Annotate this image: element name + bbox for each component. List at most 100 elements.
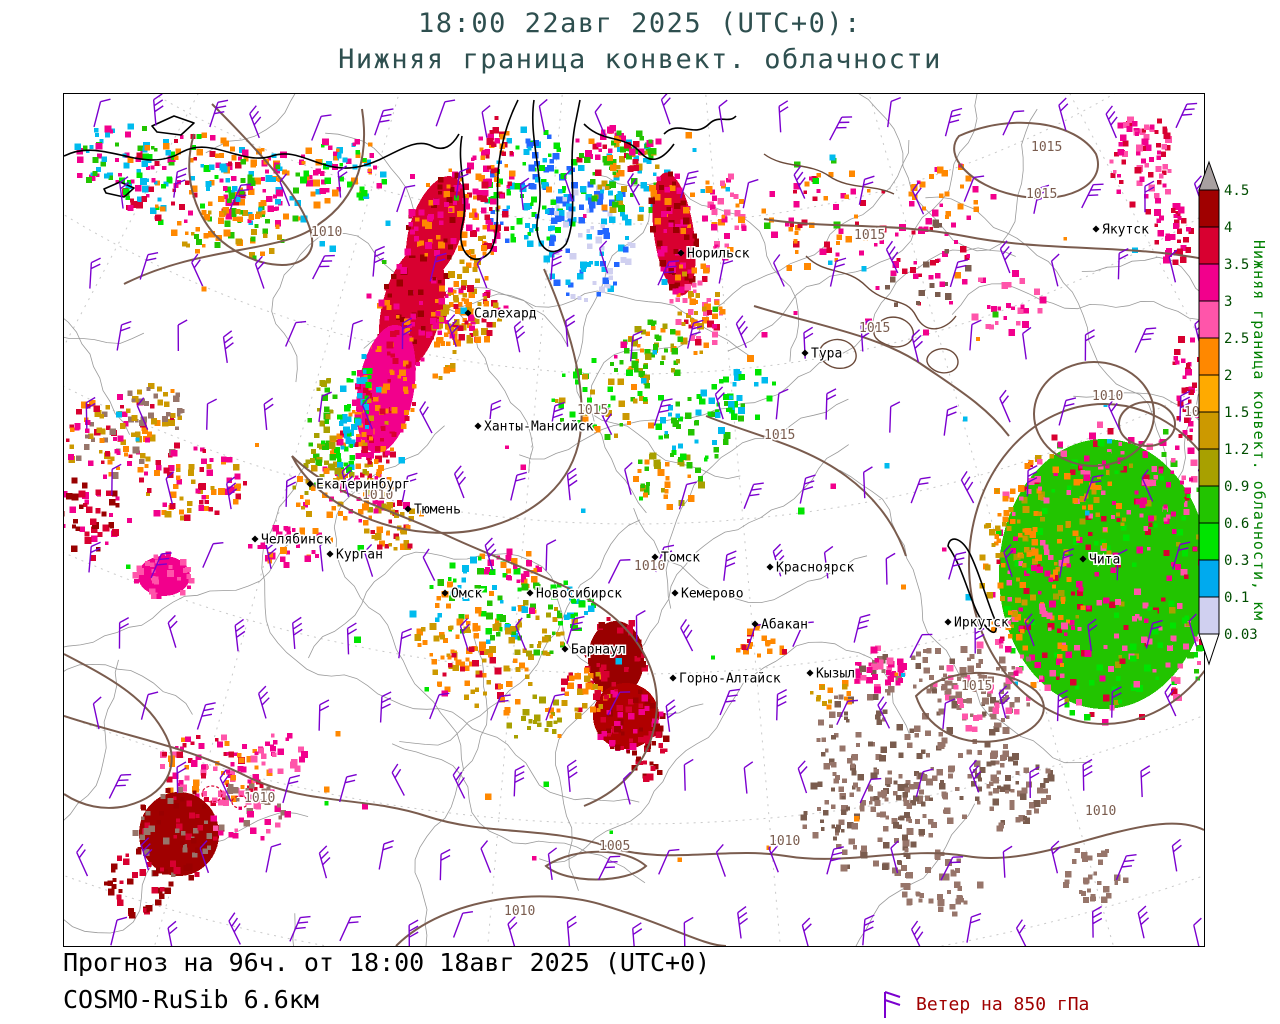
wind-barb (653, 398, 673, 426)
cloud-field-layer (64, 115, 1204, 919)
wind-barb (862, 914, 875, 946)
wind-barb (825, 388, 837, 420)
city-label: Абакан (761, 618, 808, 633)
wind-barb (346, 622, 357, 655)
wind-barb (318, 845, 331, 879)
wind-barb (718, 99, 728, 133)
city-label: Томск (661, 551, 700, 566)
wind-barb (599, 402, 613, 436)
wind-barb (408, 919, 419, 946)
wind-barb (998, 685, 1011, 719)
city-label: Омск (451, 587, 482, 602)
wind-barb (909, 633, 933, 659)
wind-barb (657, 260, 680, 286)
wind-barb (1137, 905, 1150, 939)
wind-barb (1105, 105, 1118, 139)
city-marker (677, 249, 685, 257)
wind-barb (312, 254, 335, 280)
isobar-label: 1010 (244, 791, 275, 806)
wind-barb (219, 769, 232, 802)
wind-barb (1022, 326, 1032, 360)
colorbar-svg: 4.5 4 3.5 3 2.5 2 1.5 1.2 0.9 0.6 0.3 0.1 0.03 (1198, 160, 1258, 666)
wind-barb (715, 843, 726, 877)
wind-barb (311, 114, 332, 141)
wind-barb (108, 773, 132, 799)
admin-borders-layer (64, 94, 1204, 946)
wind-barb (889, 401, 901, 433)
wind-barb (680, 170, 699, 199)
wind-barb (792, 621, 814, 647)
wind-barb (1111, 686, 1122, 718)
wind-barb (401, 472, 418, 502)
wind-barb (566, 915, 577, 946)
wind-barb (140, 837, 153, 871)
wind-barb (429, 692, 450, 720)
wind-barb (318, 391, 332, 422)
wind-barb (191, 253, 204, 287)
city-label: Красноярск (776, 561, 854, 576)
wind-barb (942, 698, 956, 730)
colorbar: 4.5 4 3.5 3 2.5 2 1.5 1.2 0.9 0.6 0.3 0.1 0.03 (1197, 160, 1267, 680)
wind-barb (202, 542, 224, 568)
wind-barb (510, 471, 528, 501)
wind-barb (1015, 919, 1029, 946)
wind-barb (92, 696, 102, 730)
map-title: 18:00 22авг 2025 (UTC+0): Нижняя граница… (0, 6, 1280, 78)
title-datetime: 18:00 22авг 2025 (UTC+0): (418, 8, 862, 39)
wind-barb (566, 615, 585, 644)
wind-barb (1116, 548, 1128, 581)
wind-barb (960, 471, 975, 504)
wind-barb (719, 688, 740, 716)
wind-barb (507, 916, 518, 946)
wind-barb (206, 398, 218, 430)
wind-barb (398, 628, 413, 659)
wind-barb (1029, 766, 1040, 799)
wind-barb (263, 397, 274, 431)
wind-barb (550, 249, 563, 281)
wind-barb (318, 699, 330, 731)
wind-barb (265, 843, 282, 873)
wind-barb (363, 543, 374, 577)
city-marker (441, 589, 449, 597)
wind-barb (1171, 838, 1182, 872)
wind-barb (234, 618, 246, 652)
wind-barb (686, 319, 704, 349)
wind-barb (969, 319, 982, 351)
colorbar-tick: 2.5 (1224, 331, 1249, 347)
wind-barb (285, 320, 307, 347)
wind-barb (826, 846, 844, 875)
wind-barb (140, 691, 159, 720)
wind-barb (566, 759, 578, 792)
colorbar-tick: 0.3 (1224, 553, 1249, 569)
wind-barb (565, 314, 576, 347)
wind-barb (1091, 905, 1103, 938)
wind-barb (563, 168, 574, 202)
wind-barb (225, 476, 238, 510)
wind-barb (829, 257, 847, 287)
isobar-label: 1010 (1092, 389, 1123, 404)
wind-barb (1087, 618, 1098, 652)
wind-barb (1179, 390, 1191, 422)
wind-barb (165, 471, 175, 505)
isobar-label: 1010 (504, 904, 535, 919)
wind-barb (860, 319, 871, 352)
wind-barb (778, 100, 789, 133)
wind-barb (1168, 249, 1178, 283)
city-marker (944, 618, 952, 626)
wind-barb (119, 176, 130, 209)
wind-barb (1058, 397, 1077, 426)
wind-barb (1144, 180, 1155, 213)
wind-barb (110, 916, 128, 946)
wind-barb (490, 694, 511, 721)
city-label: Иркутск (954, 616, 1009, 631)
wind-barb (1115, 854, 1137, 881)
wind-barb (632, 922, 643, 946)
wind-barb (209, 99, 229, 128)
wind-barb (655, 544, 675, 573)
colorbar-title: Нижняя граница конвект. облачности, км (1250, 240, 1268, 622)
wind-barb (476, 255, 488, 289)
wind-barb (887, 96, 901, 128)
wind-barb (1058, 548, 1075, 578)
colorbar-tick: 0.03 (1224, 627, 1258, 643)
wind-barb (199, 840, 210, 874)
